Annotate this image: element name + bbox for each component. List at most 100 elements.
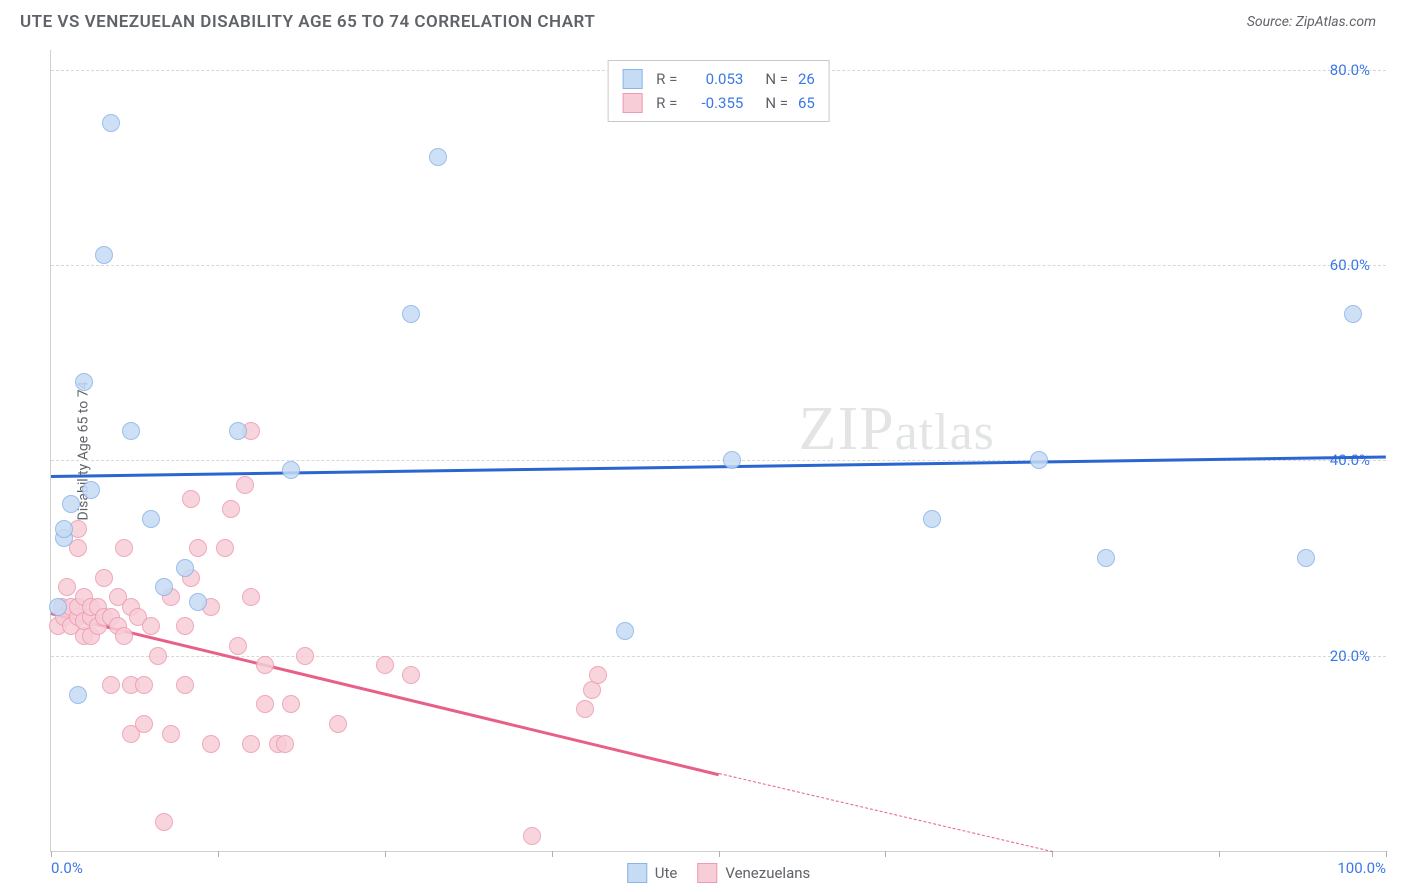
data-point-ute [95, 246, 113, 264]
data-point-ute [616, 622, 634, 640]
data-point-venezuelans [276, 735, 294, 753]
data-point-venezuelans [242, 588, 260, 606]
x-tick-mark [51, 851, 52, 857]
n-label: N = [765, 94, 788, 112]
chart-title: UTE VS VENEZUELAN DISABILITY AGE 65 TO 7… [20, 12, 595, 32]
data-point-ute [402, 305, 420, 323]
legend-row-venezuelans: R = -0.355 N = 65 [622, 91, 815, 115]
data-point-venezuelans [162, 725, 180, 743]
data-point-venezuelans [95, 569, 113, 587]
r-value-ute: 0.053 [687, 70, 743, 88]
data-point-ute [176, 559, 194, 577]
data-point-ute [189, 593, 207, 611]
data-point-venezuelans [135, 715, 153, 733]
gridline [51, 656, 1386, 657]
n-value-ute: 26 [798, 70, 815, 88]
data-point-venezuelans [222, 500, 240, 518]
trend-line-extrapolated [718, 773, 1052, 852]
data-point-ute [75, 373, 93, 391]
swatch-ute [627, 863, 647, 883]
swatch-venezuelans [697, 863, 717, 883]
data-point-ute [1030, 451, 1048, 469]
data-point-venezuelans [236, 476, 254, 494]
data-point-ute [429, 148, 447, 166]
data-point-ute [69, 686, 87, 704]
correlation-legend: R = 0.053 N = 26 R = -0.355 N = 65 [607, 60, 830, 122]
data-point-venezuelans [256, 656, 274, 674]
legend-label-venezuelans: Venezuelans [725, 864, 810, 882]
data-point-venezuelans [402, 666, 420, 684]
gridline [51, 265, 1386, 266]
data-point-venezuelans [202, 735, 220, 753]
data-point-venezuelans [182, 490, 200, 508]
data-point-ute [155, 578, 173, 596]
n-label: N = [765, 70, 788, 88]
data-point-venezuelans [216, 539, 234, 557]
r-value-venezuelans: -0.355 [687, 94, 743, 112]
x-tick-label: 0.0% [51, 859, 83, 877]
trend-line [51, 455, 1386, 477]
data-point-venezuelans [58, 578, 76, 596]
watermark-atlas: atlas [895, 404, 995, 461]
legend-label-ute: Ute [655, 864, 678, 882]
y-tick-label: 60.0% [1330, 256, 1390, 274]
data-point-ute [282, 461, 300, 479]
data-point-venezuelans [576, 700, 594, 718]
data-point-venezuelans [589, 666, 607, 684]
data-point-venezuelans [142, 617, 160, 635]
y-tick-label: 40.0% [1330, 451, 1390, 469]
data-point-venezuelans [329, 715, 347, 733]
r-label: R = [656, 70, 677, 88]
data-point-ute [55, 520, 73, 538]
data-point-ute [1344, 305, 1362, 323]
data-point-venezuelans [155, 813, 173, 831]
r-label: R = [656, 94, 677, 112]
x-tick-mark [218, 851, 219, 857]
data-point-ute [229, 422, 247, 440]
data-point-venezuelans [282, 695, 300, 713]
data-point-ute [142, 510, 160, 528]
data-point-ute [1097, 549, 1115, 567]
watermark: ZIPatlas [799, 394, 995, 465]
data-point-venezuelans [256, 695, 274, 713]
y-tick-label: 80.0% [1330, 61, 1390, 79]
data-point-ute [102, 114, 120, 132]
x-tick-mark [1386, 851, 1387, 857]
chart-container: Disability Age 65 to 74 ZIPatlas R = 0.0… [50, 50, 1386, 852]
data-point-venezuelans [376, 656, 394, 674]
swatch-ute [622, 69, 642, 89]
data-point-venezuelans [115, 539, 133, 557]
data-point-venezuelans [296, 647, 314, 665]
data-point-venezuelans [242, 735, 260, 753]
data-point-venezuelans [115, 627, 133, 645]
legend-item-ute: Ute [627, 863, 678, 883]
source-attribution: Source: ZipAtlas.com [1247, 14, 1376, 30]
data-point-ute [122, 422, 140, 440]
data-point-venezuelans [189, 539, 207, 557]
data-point-ute [82, 481, 100, 499]
x-tick-mark [552, 851, 553, 857]
y-tick-label: 20.0% [1330, 647, 1390, 665]
series-legend: Ute Venezuelans [627, 863, 811, 883]
data-point-ute [723, 451, 741, 469]
data-point-venezuelans [102, 676, 120, 694]
data-point-ute [923, 510, 941, 528]
watermark-zip: ZIP [799, 395, 895, 463]
n-value-venezuelans: 65 [798, 94, 815, 112]
data-point-ute [62, 495, 80, 513]
plot-area: ZIPatlas R = 0.053 N = 26 R = -0.355 N =… [50, 50, 1386, 852]
data-point-ute [49, 598, 67, 616]
data-point-venezuelans [176, 676, 194, 694]
x-tick-mark [1219, 851, 1220, 857]
data-point-ute [1297, 549, 1315, 567]
swatch-venezuelans [622, 93, 642, 113]
x-tick-mark [385, 851, 386, 857]
x-tick-label: 100.0% [1337, 859, 1386, 877]
legend-row-ute: R = 0.053 N = 26 [622, 67, 815, 91]
data-point-venezuelans [229, 637, 247, 655]
data-point-venezuelans [523, 827, 541, 845]
data-point-venezuelans [176, 617, 194, 635]
data-point-venezuelans [135, 676, 153, 694]
data-point-venezuelans [149, 647, 167, 665]
x-tick-mark [885, 851, 886, 857]
